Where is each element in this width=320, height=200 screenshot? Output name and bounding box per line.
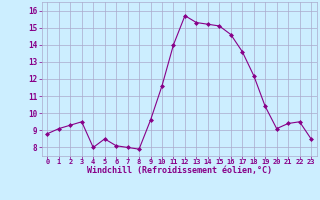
X-axis label: Windchill (Refroidissement éolien,°C): Windchill (Refroidissement éolien,°C) xyxy=(87,166,272,175)
